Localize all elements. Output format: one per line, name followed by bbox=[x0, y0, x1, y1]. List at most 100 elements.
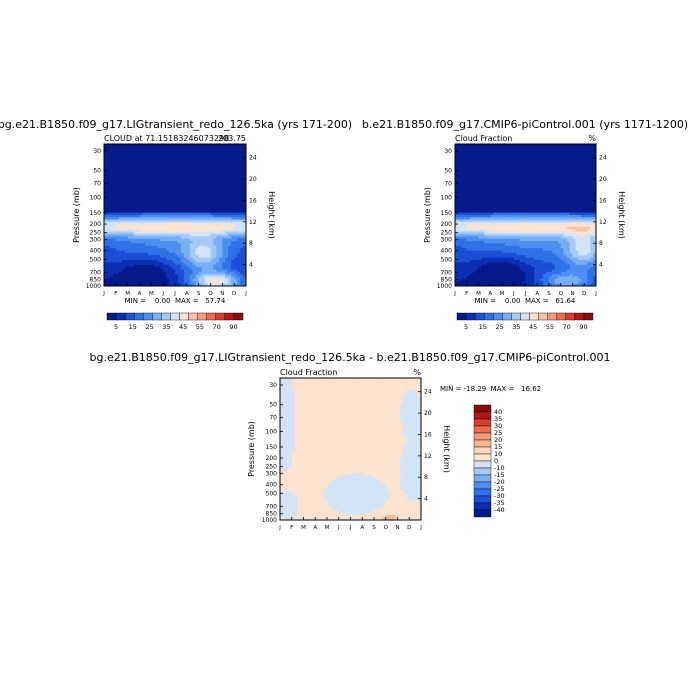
colorbar-box bbox=[115, 312, 126, 321]
p2-cell bbox=[534, 200, 538, 204]
p2-cell bbox=[513, 153, 518, 157]
p1-cell bbox=[148, 181, 152, 185]
p2-cell bbox=[566, 160, 570, 164]
p1-cell bbox=[189, 207, 194, 211]
p2-cell bbox=[463, 179, 468, 183]
p2-cell bbox=[457, 153, 462, 157]
p1-cell bbox=[192, 278, 197, 282]
p1-cell bbox=[124, 267, 129, 270]
p1-cell bbox=[118, 186, 123, 190]
p2-cell bbox=[560, 162, 565, 166]
p1-cell bbox=[145, 215, 149, 218]
p1-cell bbox=[157, 248, 161, 251]
p2-cell bbox=[525, 193, 529, 197]
p2-cell bbox=[551, 186, 556, 190]
panel-1-y2label: Height (km) bbox=[267, 191, 276, 239]
p1-cell bbox=[186, 191, 191, 195]
p1-cell bbox=[237, 162, 241, 166]
y2tick-label: 4 bbox=[249, 262, 253, 269]
p2-cell bbox=[457, 165, 462, 169]
p1-cell bbox=[169, 274, 173, 277]
p1-cell bbox=[115, 264, 120, 268]
p1-cell bbox=[133, 269, 137, 273]
p1-cell bbox=[115, 257, 120, 261]
p2-cell bbox=[522, 162, 526, 166]
p2-cell bbox=[466, 155, 471, 159]
p1-cell bbox=[231, 236, 235, 240]
p2-cell bbox=[460, 222, 465, 225]
p1-cell bbox=[127, 181, 132, 185]
p1-cell bbox=[172, 250, 176, 254]
p1-cell bbox=[195, 281, 200, 285]
p2-cell bbox=[475, 153, 479, 157]
p2-cell bbox=[566, 222, 570, 225]
p1-cell bbox=[172, 158, 176, 161]
p1-cell bbox=[207, 144, 211, 147]
p2-cell bbox=[484, 203, 488, 206]
p2-cell bbox=[590, 219, 594, 223]
p1-cell bbox=[183, 233, 188, 237]
p2-cell bbox=[569, 179, 573, 183]
p1-cell bbox=[172, 222, 176, 225]
p1-cell bbox=[104, 184, 108, 187]
p1-cell bbox=[157, 281, 161, 285]
p1-cell bbox=[222, 231, 226, 235]
p1-cell bbox=[154, 158, 158, 161]
p1-cell bbox=[192, 281, 197, 285]
p1-cell bbox=[112, 205, 117, 209]
p1-cell bbox=[177, 257, 182, 261]
p1-cell bbox=[142, 203, 146, 206]
p2-cell bbox=[534, 151, 538, 154]
p2-cell bbox=[540, 231, 544, 235]
p2-cell bbox=[487, 160, 491, 164]
p1-cell bbox=[177, 158, 182, 161]
p1-cell bbox=[204, 148, 208, 152]
p1-cell bbox=[234, 153, 238, 157]
p1-cell bbox=[175, 151, 179, 154]
p1-cell bbox=[237, 170, 241, 173]
p2-cell bbox=[490, 167, 494, 171]
p1-cell bbox=[213, 146, 217, 150]
p1-cell bbox=[225, 215, 229, 218]
p1-cell bbox=[192, 153, 197, 157]
p1-cell bbox=[183, 179, 188, 183]
p2-cell bbox=[484, 158, 488, 161]
p1-cell bbox=[104, 148, 108, 152]
p1-cell bbox=[240, 281, 244, 285]
p1-cell bbox=[186, 281, 191, 285]
p1-cell bbox=[180, 217, 185, 221]
p1-cell bbox=[189, 243, 194, 247]
p1-cell bbox=[154, 262, 158, 266]
p2-cell bbox=[546, 153, 550, 157]
p1-cell bbox=[228, 170, 232, 173]
p2-cell bbox=[537, 224, 541, 228]
p2-cell bbox=[457, 151, 462, 154]
p2-cell bbox=[466, 191, 471, 195]
p2-cell bbox=[581, 224, 585, 228]
p1-cell bbox=[186, 229, 191, 232]
p1-cell bbox=[169, 146, 173, 150]
p2-cell bbox=[522, 198, 526, 202]
p1-cell bbox=[234, 144, 238, 147]
p2-cell bbox=[575, 224, 579, 228]
p1-cell bbox=[136, 250, 140, 254]
p2-cell bbox=[563, 146, 568, 150]
p1-cell bbox=[201, 184, 205, 187]
p1-cell bbox=[121, 236, 126, 240]
p1-cell bbox=[219, 170, 223, 173]
p2-cell bbox=[466, 188, 471, 192]
p2-cell bbox=[481, 200, 485, 204]
p2-cell bbox=[569, 217, 573, 221]
p2-cell bbox=[493, 160, 497, 164]
p2-cell bbox=[496, 177, 500, 180]
p1-cell bbox=[148, 274, 152, 277]
p1-cell bbox=[106, 210, 111, 214]
p1-cell bbox=[228, 236, 232, 240]
p2-cell bbox=[499, 226, 503, 230]
p1-cell bbox=[207, 162, 211, 166]
p1-cell bbox=[183, 236, 188, 240]
p2-cell bbox=[587, 219, 591, 223]
p1-cell bbox=[154, 264, 158, 268]
p2-cell bbox=[469, 174, 474, 178]
p2-cell bbox=[560, 226, 565, 230]
